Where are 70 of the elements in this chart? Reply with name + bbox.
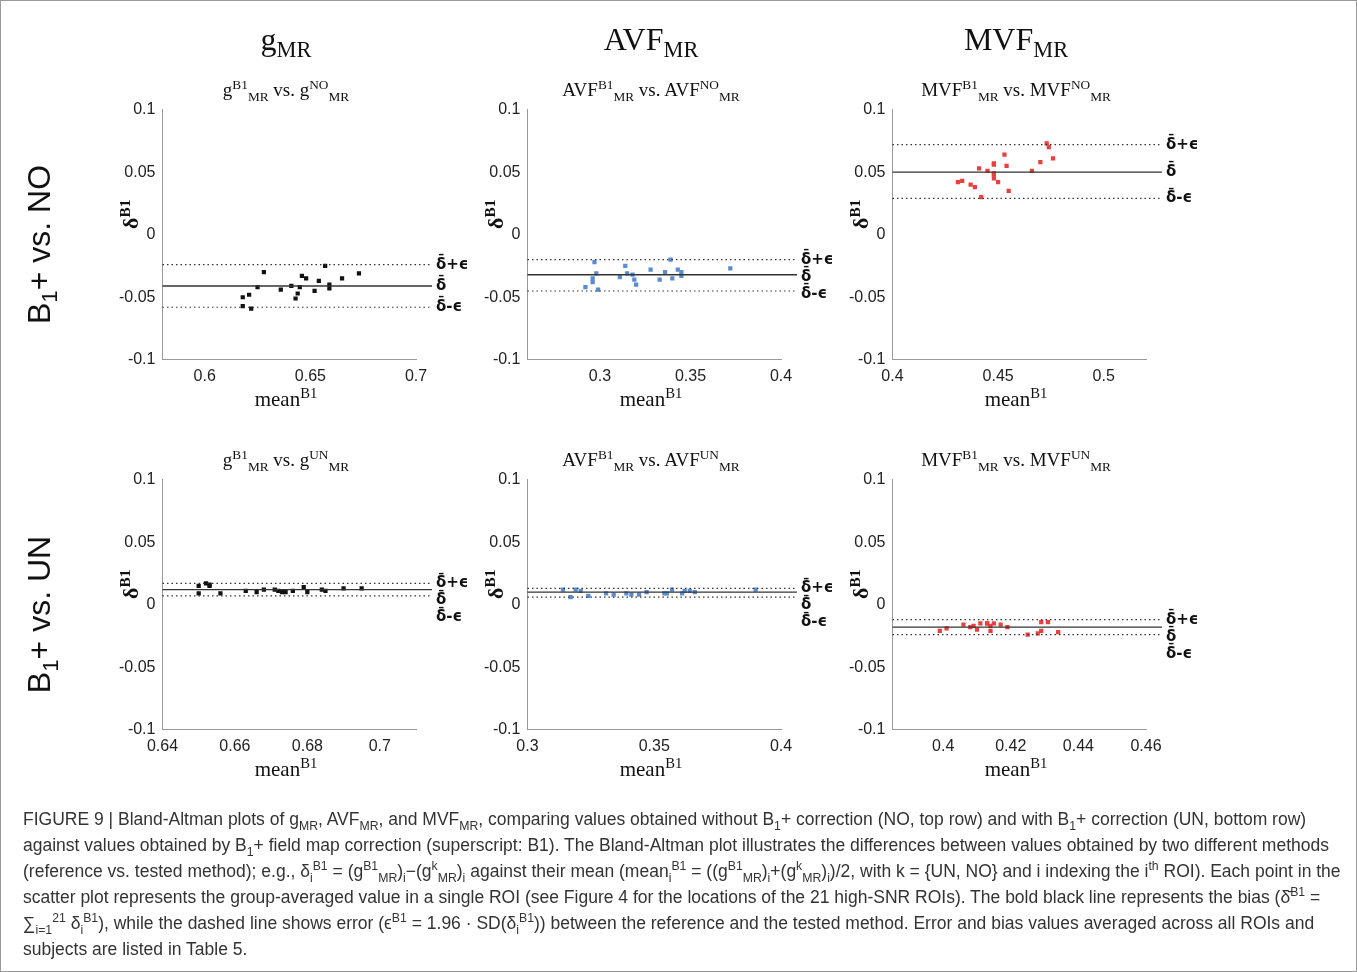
x-tick-label: 0.4: [769, 736, 793, 754]
ref-line-label: δ̄-ϵ: [801, 610, 828, 631]
y-tick-label: -0.05: [484, 657, 521, 675]
x-tick-label: 0.42: [995, 736, 1027, 754]
ref-line-label: δ̄-ϵ: [436, 605, 463, 626]
y-tick-label: 0: [876, 225, 886, 243]
y-tick-label: -0.1: [127, 720, 156, 738]
y-tick-label: -0.1: [492, 720, 521, 738]
x-tick-label: 0.3: [588, 366, 612, 384]
x-axis-title: mean$^{B1}$: [618, 385, 684, 412]
x-tick-label: 0.4: [881, 366, 904, 384]
y-tick-label: 0: [511, 595, 521, 613]
y-tick-label: -0.1: [127, 350, 156, 368]
ref-line-label: δ̄: [1166, 160, 1177, 181]
y-tick-label: 0.1: [498, 100, 521, 118]
y-tick-label: 0.1: [133, 470, 156, 488]
x-axis-title: mean$^{B1}$: [253, 385, 319, 412]
y-tick-label: 0.1: [498, 470, 521, 488]
x-axis-title: mean$^{B1}$: [983, 755, 1049, 782]
y-tick-label: 0: [511, 225, 521, 243]
x-tick-label: 0.66: [219, 736, 251, 754]
y-tick-label: 0.05: [489, 532, 521, 550]
ref-line-label: δ̄-ϵ: [1166, 641, 1193, 662]
y-tick-label: 0.05: [489, 162, 521, 180]
text: FIGURE 9 | Bland-Altman plots of g$_{MR}$, AVF$_{MR}$, and MVF$_{MR}$, comparing values obtained without B$_{1}$+ correction (NO, top row) and with B$_{1}$+ correction (UN, bottom row) against values obtained by B$_{1}$+ field map correction (superscript: B1). The Bland-Altman plot illustrates the differences between values obtained by two different methods (reference vs. tested method); e.g., δ$_{i}$$^{B1}$ = (g$^{B1}$$_{MR}$)$_{i}$−(g$^{k}$$_{MR}$)$_{i}$ against their mean (mean$_{i}$$^{B1}$ = ((g$^{B1}$$_{MR}$)$_{i}$+(g$^{k}$$_{MR}$)$_{i}$)/2, with k = {UN, NO} and i indexing the i$^{th}$ ROI). Each point in the scatter plot represents the group-averaged value in a single ROI (see Figure 4 for the locations of the 21 high-SNR ROIs). The bold black line represents the bias (δ̄$^{B1}$ = ∑$_{i=1}$$^{21}$ δ$_{i}$$^{B1}$), while the dashed line shows error (ϵ$^{B1}$ = 1.96 · SD(δ$_{i}$$^{B1}$)) between the reference and the tested method. Error and bias values averaged across all ROIs and subjects are listed in Table 5.: [23, 809, 1341, 959]
y-tick-label: 0: [876, 595, 886, 613]
x-tick-label: 0.64: [146, 736, 179, 754]
x-tick-label: 0.68: [291, 736, 324, 754]
y-tick-label: -0.05: [849, 287, 886, 305]
y-tick-label: -0.1: [857, 350, 886, 368]
x-tick-label: 0.35: [638, 736, 670, 754]
y-tick-label: 0.1: [863, 470, 886, 488]
ref-line-label: δ̄+ϵ: [436, 252, 469, 273]
y-tick-label: 0.05: [854, 532, 886, 550]
x-tick-label: 0.3: [516, 736, 539, 754]
x-tick-label: 0.65: [294, 366, 327, 384]
ref-line-label: δ̄-ϵ: [801, 281, 828, 302]
x-axis-title: mean$^{B1}$: [618, 755, 684, 782]
x-tick-label: 0.7: [404, 366, 428, 384]
x-tick-label: 0.4: [932, 736, 955, 754]
chart-title: AVF$_{MR}$: [602, 21, 700, 63]
y-tick-label: -0.05: [119, 287, 156, 305]
y-tick-label: 0.05: [124, 532, 156, 550]
y-tick-label: -0.1: [492, 350, 521, 368]
x-tick-label: 0.5: [1092, 366, 1115, 384]
x-tick-label: 0.4: [769, 366, 793, 384]
x-tick-label: 0.46: [1130, 736, 1162, 754]
y-tick-label: -0.05: [849, 657, 886, 675]
y-tick-label: -0.05: [119, 657, 156, 675]
ref-line-label: δ̄-ϵ: [436, 295, 463, 316]
ref-line-label: δ̄-ϵ: [1166, 186, 1193, 207]
x-tick-label: 0.45: [982, 366, 1014, 384]
x-tick-label: 0.7: [368, 736, 391, 754]
x-axis-title: mean$^{B1}$: [253, 755, 319, 782]
x-tick-label: 0.35: [674, 366, 707, 384]
x-tick-label: 0.6: [193, 366, 216, 384]
y-tick-label: 0: [146, 595, 156, 613]
y-tick-label: -0.1: [857, 720, 886, 738]
x-axis-title: mean$^{B1}$: [983, 385, 1049, 412]
ref-line-label: δ̄+ϵ: [1166, 132, 1199, 153]
y-tick-label: 0.1: [133, 100, 156, 118]
chart-title: MVF$_{MR}$: [962, 21, 1070, 63]
ref-line-label: δ̄: [436, 274, 447, 294]
y-tick-label: 0.05: [854, 162, 886, 180]
x-tick-label: 0.44: [1062, 736, 1095, 754]
chart-title: g$_{MR}$: [259, 21, 313, 63]
y-tick-label: 0: [146, 225, 156, 243]
y-tick-label: 0.05: [124, 162, 156, 180]
y-tick-label: 0.1: [863, 100, 886, 118]
y-tick-label: -0.05: [484, 287, 521, 305]
